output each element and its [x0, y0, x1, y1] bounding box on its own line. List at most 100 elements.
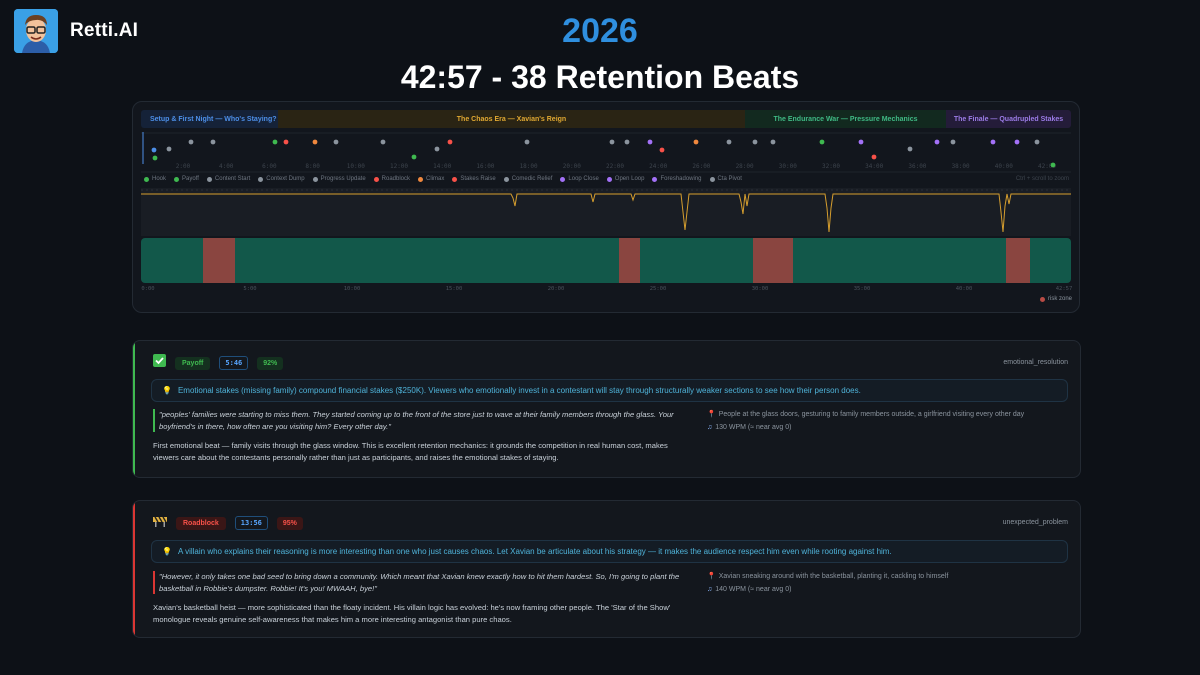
minute-tick-label: 8:00: [305, 163, 320, 170]
legend-item[interactable]: Roadblock: [373, 176, 411, 182]
beat-marker: [609, 139, 615, 145]
act-setup[interactable]: Setup & First Night — Who's Staying?: [141, 110, 278, 128]
lightbulb-icon: 💡: [162, 386, 172, 395]
beat-marker: [871, 154, 877, 160]
card-accent-bar: [133, 501, 135, 637]
retention-timeline[interactable]: Setup & First Night — Who's Staying? The…: [132, 101, 1080, 313]
legend-dot: [652, 176, 658, 182]
risk-zone-legend: risk zone: [1040, 296, 1190, 302]
legend-dot: [174, 176, 180, 182]
pace-note: ♫ 130 WPM (≈ near avg 0): [707, 421, 1024, 434]
legend-item[interactable]: Climax: [418, 176, 444, 182]
minute-tick-label: 26:00: [692, 163, 710, 170]
legend-label: Content Start: [214, 176, 251, 182]
legend-dot: [418, 176, 424, 182]
time-axis-label: 20:00: [548, 286, 565, 292]
beat-meta: 📍 Xavian sneaking around with the basketb…: [707, 570, 948, 597]
beat-marker: [434, 146, 440, 152]
minute-tick-label: 42:00: [1038, 163, 1056, 170]
act-chaos[interactable]: The Chaos Era — Xavian's Reign: [278, 110, 745, 128]
wpm-text: 130 WPM (≈ near avg 0): [715, 424, 792, 432]
cartoon-avatar-icon: [14, 9, 58, 53]
beat-card[interactable]: Roadblock 13:56 95% unexpected_problem 💡…: [132, 500, 1081, 638]
legend-item[interactable]: Hook: [144, 176, 166, 182]
beat-meta: 📍 People at the glass doors, gesturing to…: [707, 408, 1024, 435]
act-finale[interactable]: The Finale — Quadrupled Stakes: [946, 110, 1071, 128]
time-axis-label: 42:57: [1056, 286, 1073, 292]
legend-label: Roadblock: [381, 176, 411, 182]
minute-tick-label: 20:00: [563, 163, 581, 170]
legend-label: Context Dump: [266, 176, 305, 182]
minute-tick-label: 4:00: [219, 163, 234, 170]
retention-curve: [141, 193, 1071, 233]
beat-marker: [152, 155, 158, 161]
beat-marker: [858, 139, 864, 145]
timeline-graphics: 2:00 4:00 6:00 8:00 10:00 12:00 14:00 16:00 18:0…: [141, 132, 1073, 292]
minute-tick-label: 28:00: [736, 163, 754, 170]
minute-tick-label: 36:00: [908, 163, 926, 170]
beat-marker: [659, 147, 665, 153]
beat-type-tag: Payoff: [175, 356, 211, 370]
beat-marker: [380, 139, 386, 145]
legend-item[interactable]: Payoff: [174, 176, 199, 182]
score-badge: 92%: [257, 356, 284, 370]
page-title: 42:57 - 38 Retention Beats: [400, 59, 800, 95]
legend-item[interactable]: Loop Close: [560, 176, 599, 182]
beat-marker: [283, 139, 289, 145]
beat-card[interactable]: Payoff 5:46 92% emotional_resolution 💡 E…: [132, 340, 1081, 478]
year-label: 2026: [562, 12, 638, 50]
minute-tick-label: 14:00: [433, 163, 451, 170]
pin-icon: 📍: [707, 573, 716, 580]
act-endurance[interactable]: The Endurance War — Pressure Mechanics: [745, 110, 946, 128]
legend-dot: [709, 176, 715, 182]
transcript-quote: "However, it only takes one bad seed to …: [153, 571, 683, 595]
minute-tick-label: 10:00: [347, 163, 365, 170]
legend-item[interactable]: Stakes Raise: [452, 176, 496, 182]
retention-band: [141, 238, 1071, 283]
time-axis-label: 15:00: [446, 286, 463, 292]
beat-marker: [151, 147, 157, 153]
brand: Retti.AI: [14, 9, 138, 53]
visual-note: 📍 Xavian sneaking around with the basketb…: [707, 570, 948, 583]
legend-item[interactable]: Comedic Relief: [503, 176, 552, 182]
beat-marker: [950, 139, 956, 145]
beat-description: Xavian's basketball heist — more sophist…: [153, 603, 671, 624]
beat-description: First emotional beat — family visits thr…: [153, 441, 668, 462]
legend-dot: [312, 176, 318, 182]
timestamp-link[interactable]: 5:46: [219, 356, 249, 370]
legend-dot: [373, 176, 379, 182]
timestamp-link[interactable]: 13:56: [234, 516, 268, 530]
legend-dot: [144, 176, 149, 182]
risk-dot: [1040, 296, 1045, 302]
zoom-hint: Ctrl + scroll to zoom: [1015, 176, 1069, 182]
time-axis-label: 40:00: [956, 286, 973, 292]
minute-tick-label: 24:00: [649, 163, 667, 170]
legend-item[interactable]: Cta Pivot: [709, 176, 742, 182]
beat-marker: [726, 139, 732, 145]
legend-item[interactable]: Foreshadowing: [652, 176, 702, 182]
visual-note: 📍 People at the glass doors, gesturing to…: [707, 408, 1024, 421]
legend-item[interactable]: Context Dump: [258, 176, 305, 182]
beat-marker: [333, 139, 339, 145]
time-axis-label: 5:00: [243, 286, 256, 292]
risk-zone: [203, 238, 235, 283]
beat-marker: [188, 139, 194, 145]
wpm-text: 140 WPM (≈ near avg 0): [715, 586, 792, 594]
pace-note: ♫ 140 WPM (≈ near avg 0): [707, 583, 948, 596]
beat-marker: [934, 139, 940, 145]
legend-label: Open Loop: [614, 176, 645, 182]
visual-text: People at the glass doors, gesturing to …: [718, 411, 1025, 418]
minute-tick-label: 30:00: [779, 163, 797, 170]
risk-zone-label: risk zone: [1048, 296, 1073, 302]
minute-tick-label: 16:00: [476, 163, 494, 170]
minute-tick-label: 40:00: [995, 163, 1013, 170]
beat-marker: [624, 139, 630, 145]
legend-item[interactable]: Content Start: [206, 176, 251, 182]
beat-marker: [411, 154, 417, 160]
risk-zone: [619, 238, 640, 283]
legend-label: Hook: [152, 176, 167, 182]
beat-marker: [210, 139, 216, 145]
legend-dot: [560, 176, 566, 182]
legend-item[interactable]: Progress Update: [312, 176, 366, 182]
legend-item[interactable]: Open Loop: [606, 176, 645, 182]
